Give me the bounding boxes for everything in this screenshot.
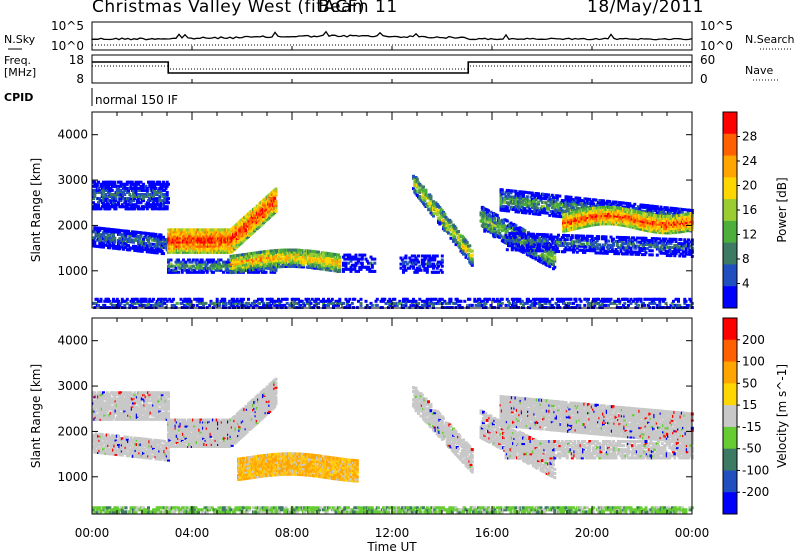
echo-cell (170, 259, 173, 262)
echo-cell (111, 189, 114, 192)
echo-cell (468, 244, 471, 247)
echo-cell (471, 254, 474, 257)
freq-unit-label: [MHz] (4, 66, 36, 79)
noise-tick-left: 10^0 (51, 39, 84, 53)
cpid-value: normal 150 IF (95, 93, 178, 107)
noise-tick-left: 10^5 (51, 19, 84, 33)
echo-cell (420, 269, 423, 272)
echo-cell (516, 249, 519, 252)
echo-cell (605, 235, 608, 238)
echo-cell (506, 248, 509, 251)
echo-cell (361, 262, 364, 265)
echo-cell (531, 249, 534, 252)
echo-cell (275, 200, 278, 203)
echo-cell (496, 214, 499, 217)
echo-cell (607, 240, 610, 243)
echo-cell (466, 241, 469, 244)
echo-cell (450, 220, 453, 223)
echo-cell (501, 188, 504, 191)
echo-cell (443, 213, 446, 216)
echo-cell (553, 266, 556, 269)
echo-cell (457, 230, 460, 233)
echo-cell (436, 255, 439, 258)
echo-cell (417, 261, 420, 264)
nave-tick: 60 (700, 53, 715, 67)
freq-tick: 18 (69, 53, 84, 67)
echo-cell (373, 258, 376, 261)
echo-cell (553, 256, 556, 259)
echo-cell (541, 249, 544, 252)
echo-cell (273, 197, 276, 200)
echo-cell (548, 265, 551, 268)
echo-cell (363, 254, 366, 257)
echo-cell (162, 252, 165, 255)
noise-tick-right: 10^0 (700, 39, 733, 53)
echo-cell (167, 197, 170, 200)
echo-cell (275, 188, 278, 191)
echo-cell (338, 256, 341, 259)
echo-cell (373, 270, 376, 273)
echo-cell (506, 220, 509, 223)
echo-cell (405, 255, 408, 258)
echo-cell (167, 201, 170, 204)
noise-tick-right: 10^5 (700, 19, 733, 33)
power-echo-cells (92, 175, 694, 309)
echo-cell (430, 195, 433, 198)
nsky-curve (92, 32, 692, 40)
nave-label: Nave (745, 64, 773, 77)
nsky-label: N.Sky (4, 33, 36, 46)
echo-cell (453, 235, 456, 238)
echo-cell (557, 234, 560, 237)
echo-cell (441, 255, 444, 258)
echo-cell (373, 262, 376, 265)
echo-cell (166, 205, 169, 208)
echo-cell (166, 191, 169, 194)
cpid-label: CPID (4, 91, 33, 104)
echo-cell (425, 189, 428, 192)
freq-tick: 8 (76, 72, 84, 86)
echo-cell (417, 255, 420, 258)
nave-tick: 0 (700, 72, 708, 86)
echo-cell (455, 227, 458, 230)
echo-cell (471, 258, 474, 261)
echo-cell (526, 195, 529, 198)
nave-curve (92, 66, 692, 69)
echo-cell (502, 222, 505, 225)
echo-cell (597, 235, 600, 238)
echo-cell (416, 178, 419, 181)
echo-cell (471, 250, 474, 253)
echo-cell (265, 271, 268, 274)
echo-cell (441, 271, 444, 274)
echo-cell (167, 183, 170, 186)
echo-cell (441, 265, 444, 268)
echo-cell (177, 271, 180, 274)
echo-cell (557, 250, 560, 253)
echo-cell (113, 237, 116, 240)
echo-cell (523, 229, 526, 232)
echo-cell (113, 181, 116, 184)
echo-cell (571, 234, 574, 237)
freq-curve (92, 62, 692, 73)
echo-cell (422, 186, 425, 189)
echo-cell (493, 217, 496, 220)
echo-cell (355, 254, 358, 257)
echo-cell (441, 259, 444, 262)
echo-cell (497, 217, 500, 220)
echo-cell (558, 195, 561, 198)
echo-cell (498, 232, 501, 235)
echo-cell (633, 203, 636, 206)
nsearch-label: N.Search (745, 33, 795, 46)
echo-cell (552, 263, 555, 266)
echo-cell (515, 224, 518, 227)
